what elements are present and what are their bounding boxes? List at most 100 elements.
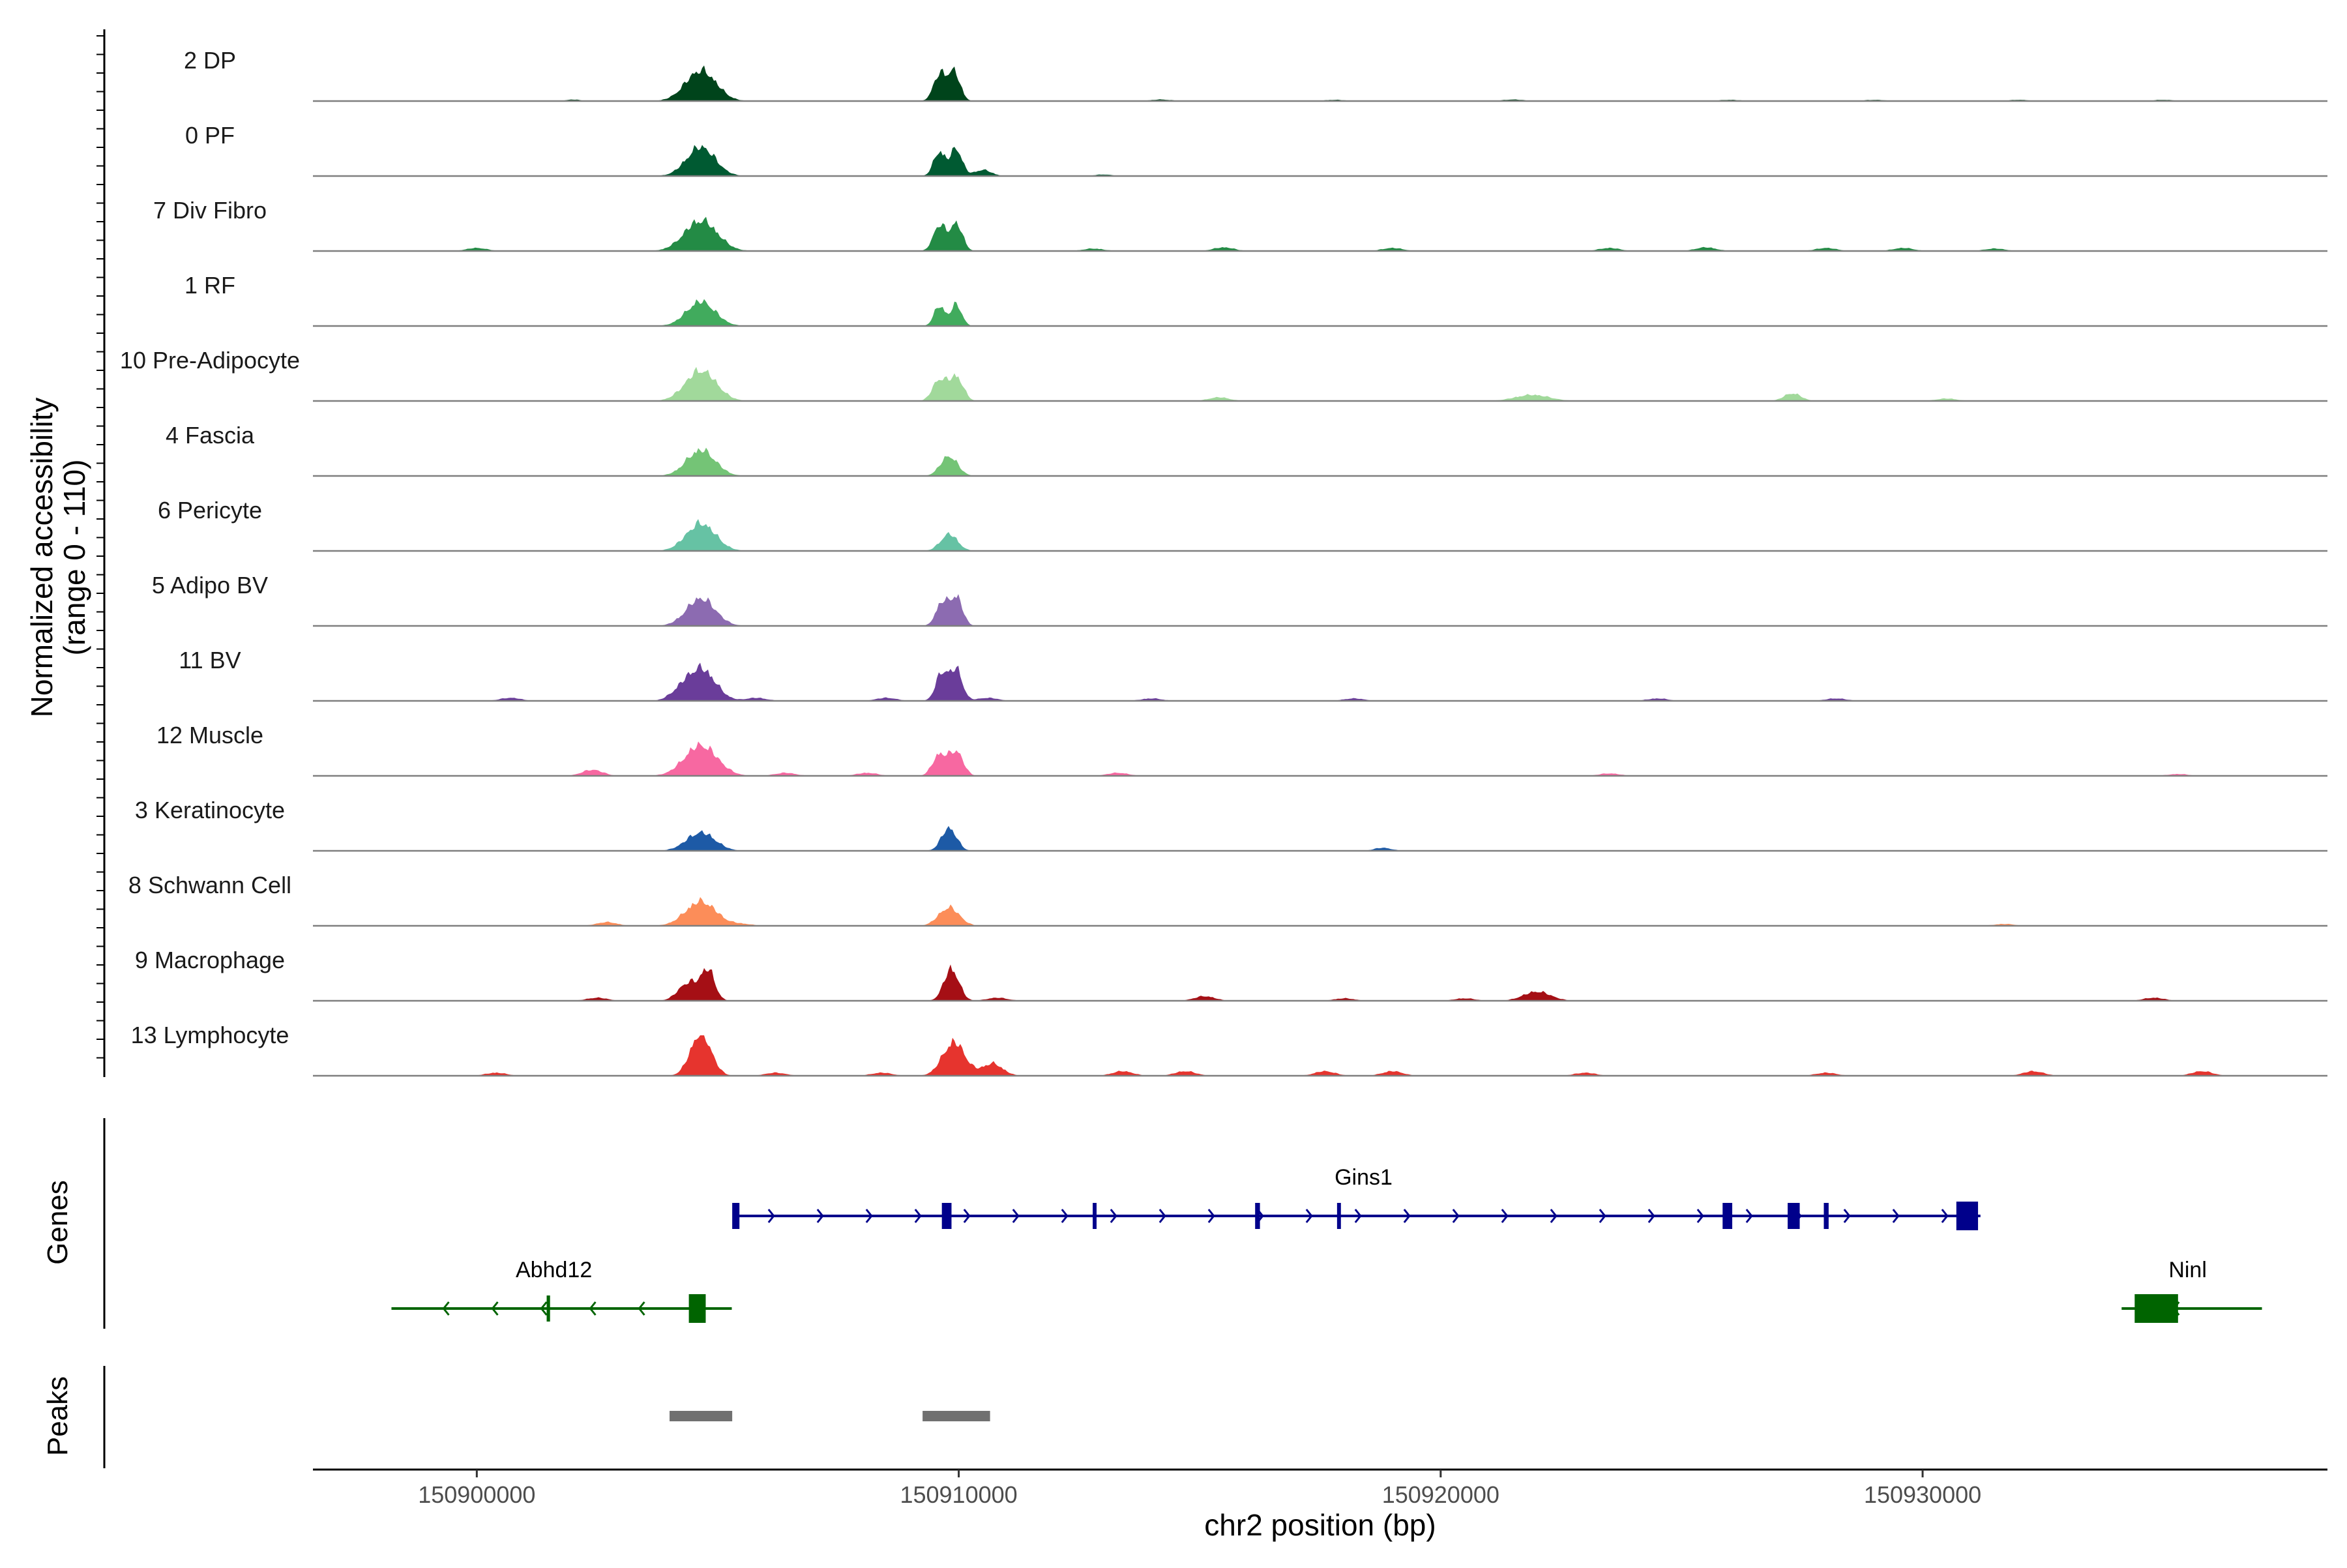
strand-arrow: [767, 1209, 775, 1223]
strand-arrow: [816, 1209, 824, 1223]
x-tick-label: 150910000: [900, 1481, 1017, 1508]
exon: [2134, 1294, 2178, 1323]
exon: [1722, 1203, 1733, 1229]
strand-arrow: [1452, 1209, 1460, 1223]
coverage-y-ticks: [96, 35, 104, 1059]
track-label: 6 Pericyte: [158, 497, 262, 524]
coverage-area: [313, 216, 2327, 251]
coverage-area: [313, 299, 2327, 326]
strand-arrow: [1745, 1209, 1753, 1223]
x-tick-label: 150920000: [1382, 1481, 1499, 1508]
coverage-track: 3 Keratinocyte: [135, 797, 2327, 852]
track-label: 10 Pre-Adipocyte: [120, 347, 300, 374]
coverage-track: 9 Macrophage: [135, 947, 2327, 1002]
strand-arrow: [1647, 1209, 1655, 1223]
peaks-track: [670, 1411, 990, 1421]
peak-region: [670, 1411, 733, 1421]
gene-ninl: Ninl: [2121, 1258, 2262, 1323]
strand-arrow: [1550, 1209, 1557, 1223]
strand-arrow: [1012, 1209, 1020, 1223]
strand-arrow: [1110, 1209, 1117, 1223]
coverage-track: 11 BV: [179, 647, 2327, 702]
strand-arrow: [1599, 1209, 1606, 1223]
track-label: 1 RF: [185, 272, 235, 299]
coverage-area: [313, 896, 2327, 926]
coverage-area: [313, 741, 2327, 776]
track-label: 0 PF: [185, 122, 235, 149]
coverage-track: 6 Pericyte: [158, 497, 2327, 552]
exon: [732, 1203, 740, 1229]
coverage-track: 2 DP: [184, 47, 2327, 102]
coverage-track: 13 Lymphocyte: [131, 1022, 2327, 1077]
track-label: 4 Fascia: [166, 422, 255, 449]
coverage-track: 4 Fascia: [166, 422, 2327, 477]
strand-arrow: [442, 1301, 450, 1316]
track-label: 5 Adipo BV: [152, 572, 268, 599]
x-tick-label: 150900000: [418, 1481, 535, 1508]
coverage-area: [313, 1035, 2327, 1076]
strand-arrow: [1061, 1209, 1069, 1223]
x-axis-title: chr2 position (bp): [1204, 1508, 1436, 1542]
coverage-track: 12 Muscle: [156, 722, 2327, 777]
track-label: 9 Macrophage: [135, 947, 285, 973]
exon: [1336, 1203, 1341, 1229]
coverage-track: 8 Schwann Cell: [128, 872, 2327, 927]
y-axis-title-line2: (range 0 - 110): [57, 460, 91, 656]
strand-arrow: [865, 1209, 873, 1223]
exon: [1788, 1203, 1800, 1229]
strand-arrow: [1501, 1209, 1509, 1223]
x-axis-ticks: 150900000 150910000 150920000 150930000: [418, 1470, 1981, 1508]
gene-label: Ninl: [2168, 1258, 2207, 1282]
strand-arrow: [1941, 1209, 1949, 1223]
track-label: 13 Lymphocyte: [131, 1022, 289, 1048]
coverage-area: [313, 825, 2327, 851]
strand-arrow: [1403, 1209, 1411, 1223]
coverage-area: [313, 65, 2327, 101]
strand-arrow: [1843, 1209, 1851, 1223]
gene-label: Gins1: [1335, 1165, 1393, 1190]
strand-arrow: [1159, 1209, 1166, 1223]
strand-arrow: [491, 1301, 499, 1316]
strand-arrow: [1696, 1209, 1704, 1223]
peak-region: [923, 1411, 990, 1421]
genes-panel-title: Genes: [42, 1180, 74, 1265]
x-tick-label: 150930000: [1864, 1481, 1981, 1508]
strand-arrow: [1354, 1209, 1362, 1223]
coverage-track: 7 Div Fibro: [153, 197, 2327, 252]
strand-arrow: [540, 1301, 548, 1316]
coverage-track: 0 PF: [185, 122, 2327, 177]
coverage-area: [313, 519, 2327, 551]
track-label: 11 BV: [179, 647, 241, 673]
track-label: 8 Schwann Cell: [128, 872, 291, 898]
coverage-tracks: 2 DP 0 PF 7 Div Fibro 1 RF 10 Pre-Adipocyte 4…: [120, 47, 2327, 1077]
coverage-area: [313, 662, 2327, 701]
strand-arrow: [1305, 1209, 1313, 1223]
exon: [688, 1294, 706, 1323]
strand-arrow: [1207, 1209, 1215, 1223]
exon: [1093, 1203, 1097, 1229]
exon: [1956, 1202, 1979, 1230]
strand-arrow: [914, 1209, 922, 1223]
coverage-track: 10 Pre-Adipocyte: [120, 347, 2327, 402]
track-label: 12 Muscle: [156, 722, 263, 748]
exon: [941, 1203, 952, 1229]
coverage-track: 1 RF: [185, 272, 2327, 327]
genes-track: Gins1 Abhd12 Ninl: [391, 1165, 2262, 1323]
strand-arrow: [963, 1209, 971, 1223]
strand-arrow: [638, 1301, 645, 1316]
coverage-area: [313, 964, 2327, 1001]
track-label: 3 Keratinocyte: [135, 797, 285, 823]
exon: [546, 1295, 550, 1322]
gene-label: Abhd12: [516, 1258, 592, 1282]
coverage-area: [313, 366, 2327, 401]
exon: [1823, 1203, 1829, 1229]
exon: [1255, 1203, 1260, 1229]
coverage-track: 5 Adipo BV: [152, 572, 2327, 627]
gene-abhd12: Abhd12: [391, 1258, 732, 1323]
strand-arrow: [589, 1301, 597, 1316]
coverage-area: [313, 594, 2327, 626]
gene-gins1: Gins1: [732, 1165, 1981, 1230]
y-axis-title-line1: Normalized accessibility: [25, 398, 59, 718]
